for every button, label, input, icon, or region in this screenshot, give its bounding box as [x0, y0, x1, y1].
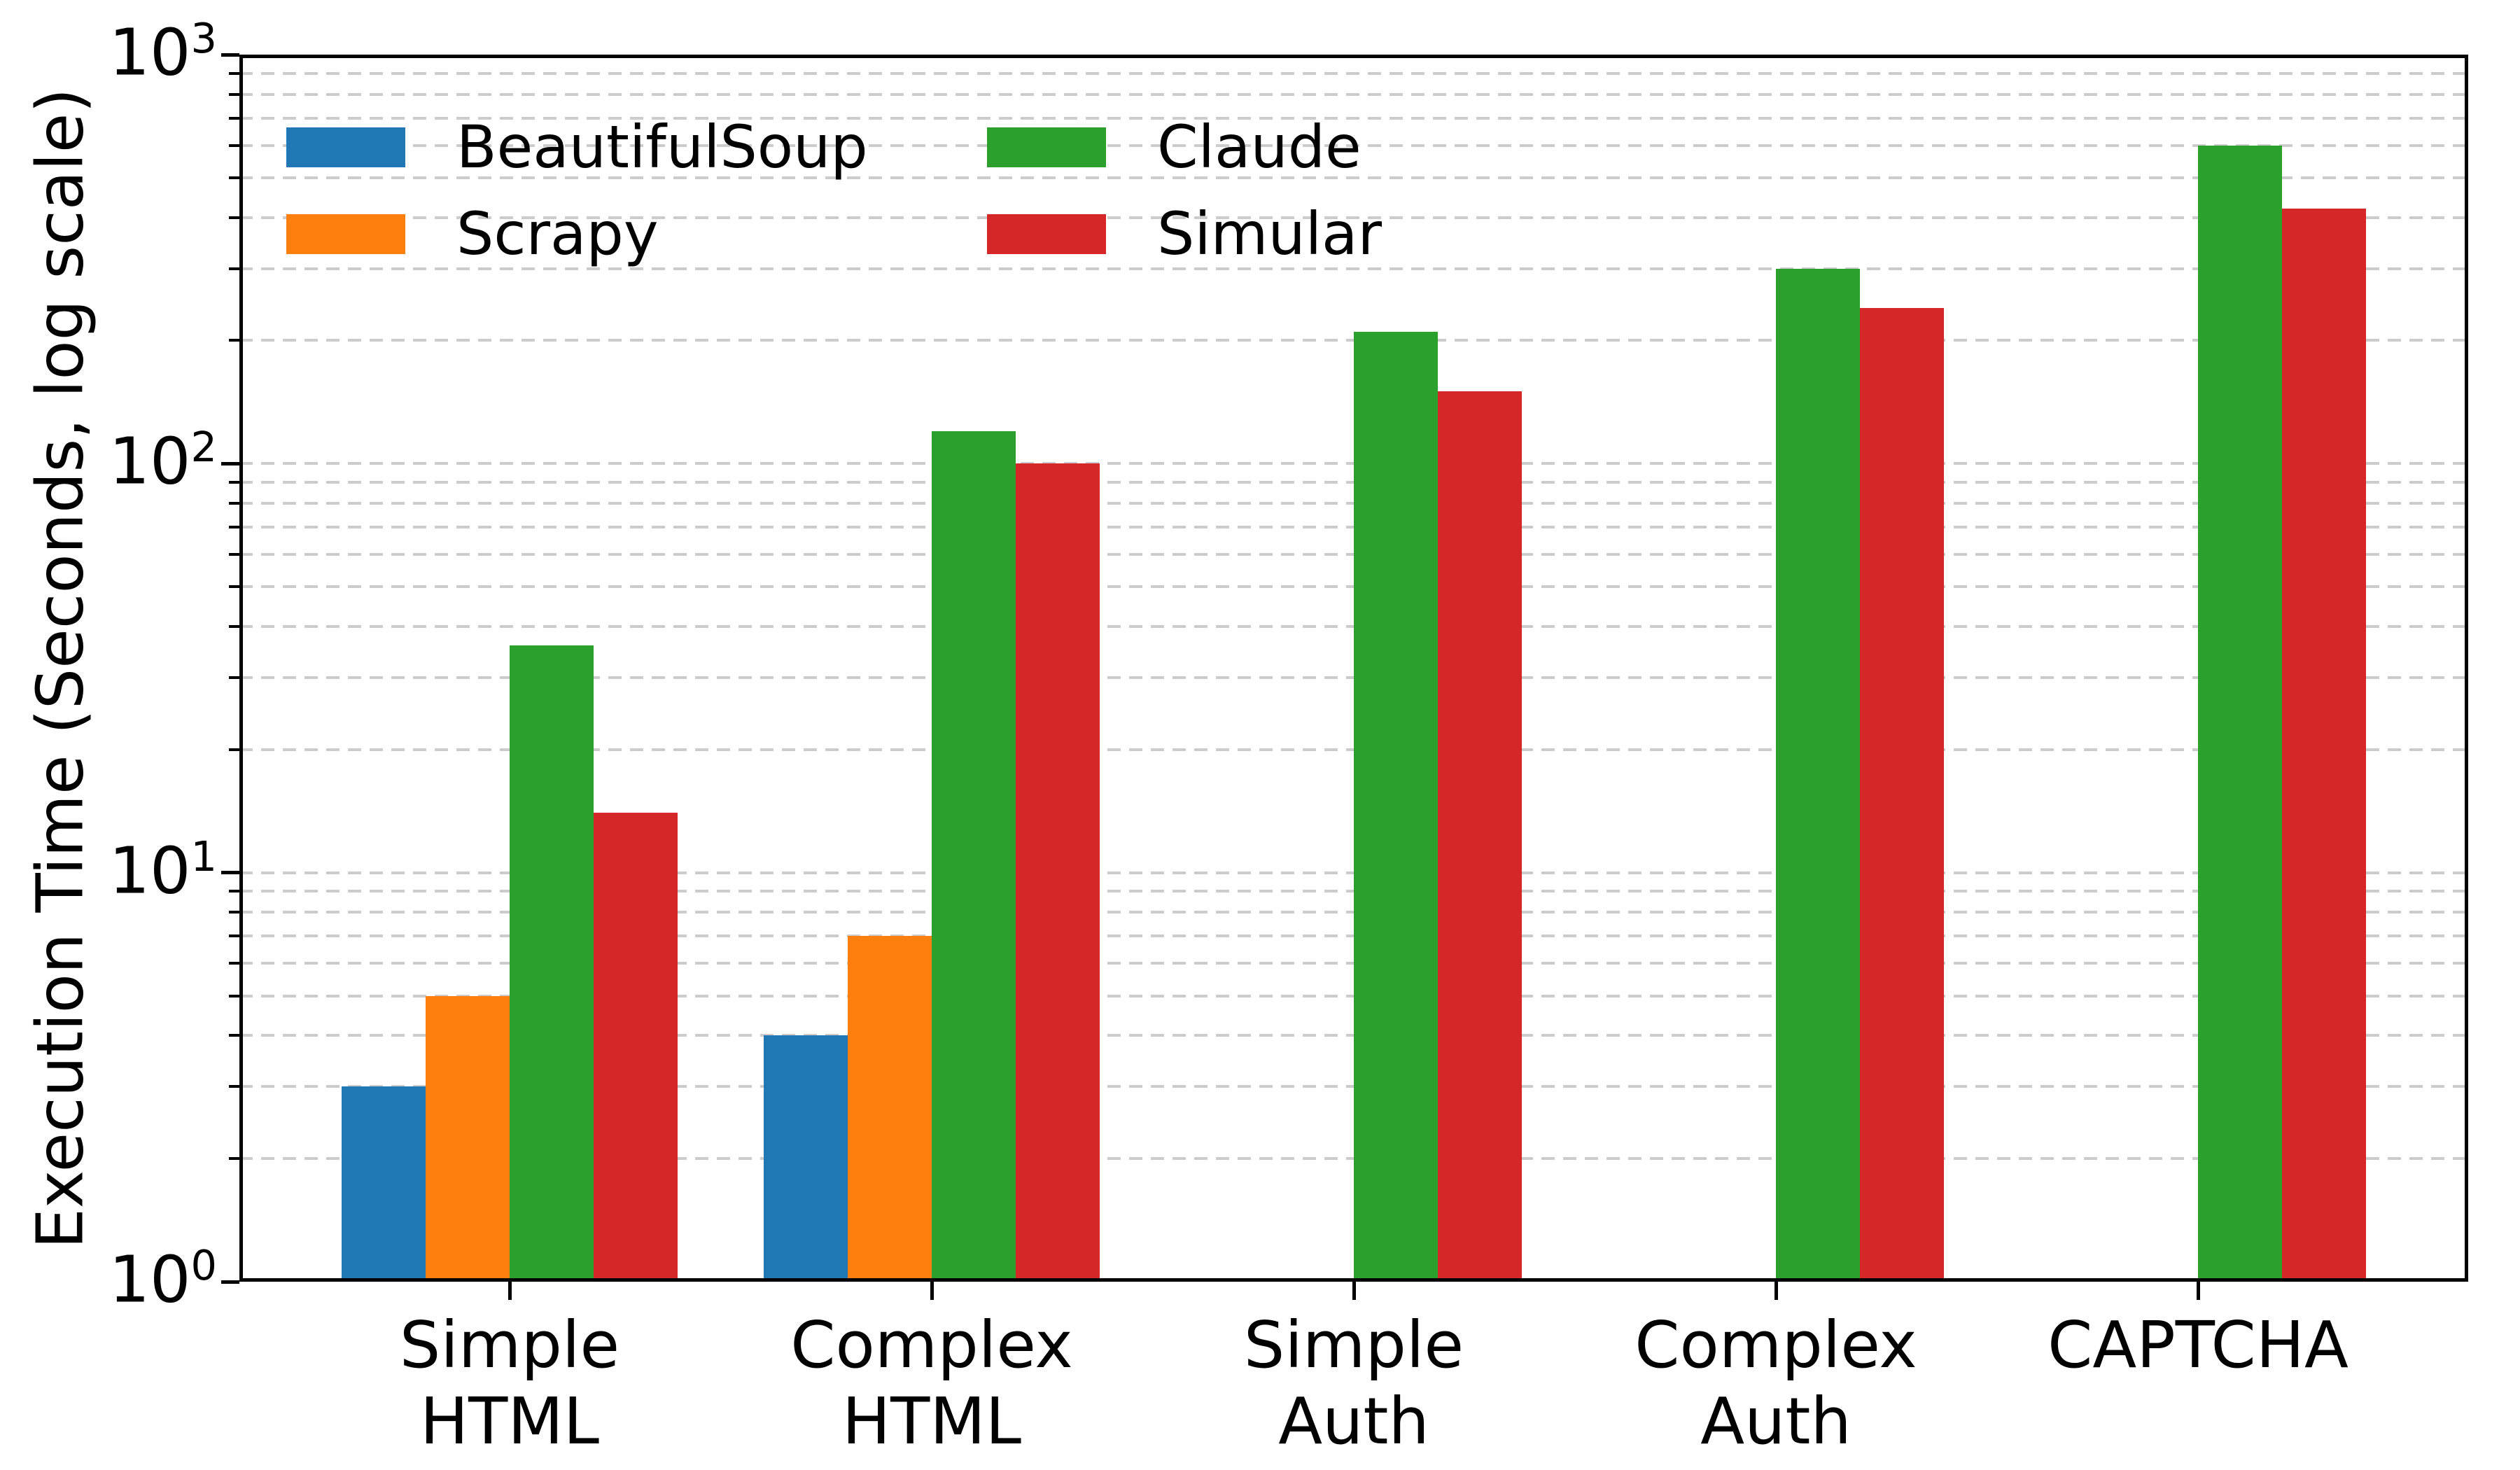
legend-label-beautifulsoup: BeautifulSoup [456, 113, 868, 181]
legend-entry-scrapy: Scrapy [286, 200, 659, 268]
y-minor-tick [229, 339, 239, 342]
y-minor-tick [229, 748, 239, 751]
y-major-tick [221, 871, 239, 875]
y-minor-tick [229, 144, 239, 147]
y-minor-tick [229, 994, 239, 997]
minor-gridline [239, 144, 2468, 147]
x-tick [2196, 1282, 2200, 1300]
x-category-label-captcha: CAPTCHA [1953, 1308, 2443, 1384]
x-category-label-complex-auth: Complex Auth [1531, 1308, 2021, 1460]
y-minor-tick [229, 890, 239, 893]
y-minor-tick [229, 481, 239, 484]
x-category-label-line: Simple [399, 1308, 620, 1382]
y-minor-tick [229, 585, 239, 589]
legend-swatch-claude [987, 127, 1106, 167]
y-minor-tick [229, 552, 239, 556]
x-tick [1352, 1282, 1356, 1300]
bar-simular-captcha [2282, 209, 2366, 1282]
bar-beautifulsoup-complex-html [764, 1035, 848, 1282]
bar-simular-simple-auth [1438, 391, 1522, 1282]
y-tick-label: 101 [108, 832, 217, 909]
y-minor-tick [229, 1157, 239, 1161]
x-tick [930, 1282, 934, 1300]
bar-claude-captcha [2198, 145, 2282, 1282]
y-axis-label: Execution Time (Seconds, log scale) [22, 88, 98, 1250]
bar-claude-simple-auth [1354, 332, 1438, 1282]
x-category-label-line: CAPTCHA [2047, 1308, 2348, 1382]
x-category-label-complex-html: Complex HTML [687, 1308, 1177, 1460]
legend-swatch-scrapy [286, 214, 405, 254]
y-tick-label: 102 [108, 423, 217, 499]
y-minor-tick [229, 1034, 239, 1037]
y-minor-tick [229, 216, 239, 219]
bar-simular-complex-auth [1860, 308, 1944, 1282]
legend-entry-simular: Simular [987, 200, 1382, 268]
x-category-label-line: HTML [419, 1383, 599, 1459]
bar-simular-simple-html [594, 813, 678, 1282]
minor-gridline [239, 92, 2468, 96]
legend-swatch-simular [987, 214, 1106, 254]
x-category-label-line: Complex [1634, 1308, 1917, 1382]
legend-label-simular: Simular [1157, 200, 1382, 268]
legend-swatch-beautifulsoup [286, 127, 405, 167]
y-minor-tick [229, 176, 239, 179]
x-tick [1774, 1282, 1778, 1300]
y-major-tick [221, 1280, 239, 1284]
bar-claude-complex-html [932, 431, 1016, 1282]
y-tick-label: 100 [108, 1241, 217, 1317]
bar-beautifulsoup-simple-html [342, 1086, 426, 1282]
x-category-label-simple-auth: Simple Auth [1109, 1308, 1599, 1460]
y-minor-tick [229, 962, 239, 965]
y-minor-tick [229, 624, 239, 628]
bar-scrapy-simple-html [426, 995, 510, 1282]
legend-entry-claude: Claude [987, 113, 1362, 181]
x-category-label-line: Auth [1278, 1383, 1429, 1459]
y-major-tick [221, 461, 239, 465]
y-minor-tick [229, 676, 239, 679]
y-minor-tick [229, 501, 239, 505]
x-category-label-simple-html: Simple HTML [265, 1308, 755, 1460]
legend-label-scrapy: Scrapy [456, 200, 659, 268]
y-minor-tick [229, 267, 239, 270]
bar-simular-complex-html [1016, 463, 1100, 1282]
y-major-tick [221, 52, 239, 57]
x-category-label-line: Complex [790, 1308, 1073, 1382]
minor-gridline [239, 116, 2468, 120]
y-minor-tick [229, 92, 239, 96]
y-minor-tick [229, 71, 239, 75]
minor-gridline [239, 71, 2468, 75]
minor-gridline [239, 176, 2468, 179]
y-tick-label: 103 [108, 14, 217, 90]
y-minor-tick [229, 116, 239, 120]
minor-gridline [239, 267, 2468, 270]
x-category-label-line: Auth [1700, 1383, 1851, 1459]
x-category-label-line: HTML [841, 1383, 1021, 1459]
bar-claude-complex-auth [1776, 268, 1860, 1282]
y-minor-tick [229, 1085, 239, 1088]
bar-claude-simple-html [510, 645, 594, 1282]
y-minor-tick [229, 525, 239, 528]
y-minor-tick [229, 934, 239, 938]
minor-gridline [239, 216, 2468, 219]
legend-label-claude: Claude [1157, 113, 1362, 181]
bar-scrapy-complex-html [848, 936, 932, 1282]
y-minor-tick [229, 911, 239, 914]
x-tick [507, 1282, 512, 1300]
x-category-label-line: Simple [1243, 1308, 1464, 1382]
legend-entry-beautifulsoup: BeautifulSoup [286, 113, 868, 181]
